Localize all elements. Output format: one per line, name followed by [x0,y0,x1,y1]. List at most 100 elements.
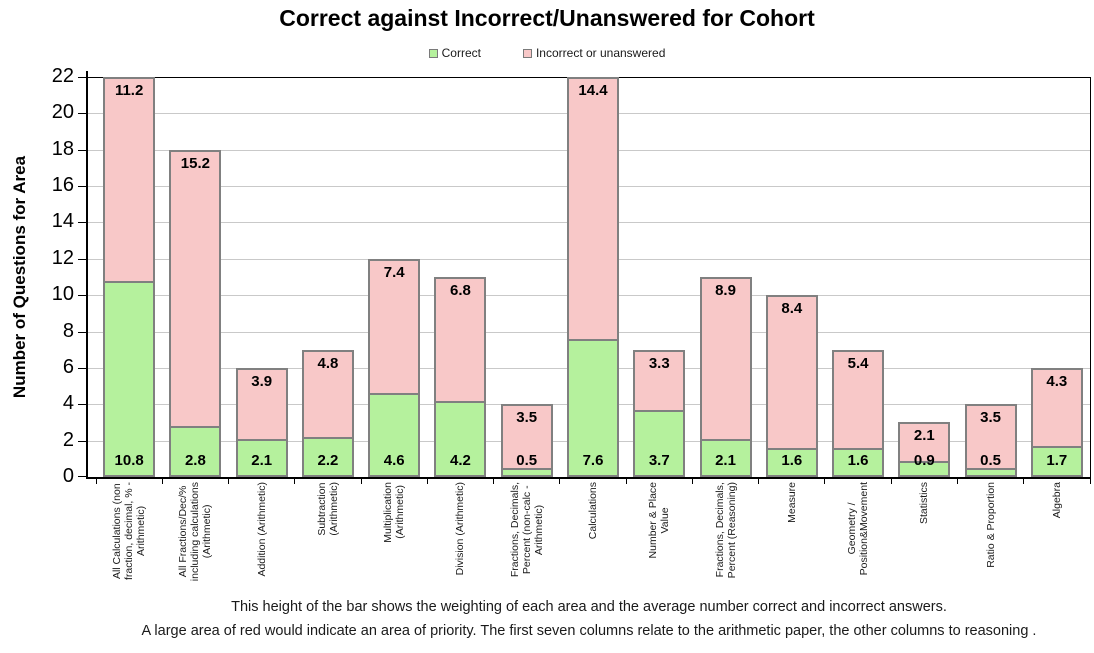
x-axis-tick [824,477,826,484]
bar-incorrect-value-label: 7.4 [383,263,405,281]
x-axis-label: Statistics [918,482,931,525]
x-axis-label: All Calculations (non fraction, decimal,… [111,482,148,581]
bar-incorrect-value-label: 8.4 [781,300,803,318]
bar-incorrect-segment [103,77,156,281]
bar [368,258,421,477]
x-axis-label-cell: Algebra [1024,482,1090,602]
y-axis-tick-label: 14 [51,210,74,233]
x-axis-tick [625,477,627,484]
legend-item-incorrect: Incorrect or unanswered [522,46,666,60]
x-axis-label-cell: Fractions, Decimals, Percent (non-calc -… [494,482,560,602]
y-axis-tick-label: 10 [51,283,74,306]
bar-correct-segment [169,426,222,477]
y-axis-tick-label: 6 [62,355,74,378]
bar-correct-value-label: 2.1 [715,452,736,469]
x-axis-label: Division (Arithmetic) [454,482,467,576]
legend: Correct Incorrect or unanswered [0,46,1094,60]
chart-title: Correct against Incorrect/Unanswered for… [279,5,815,31]
bar [832,349,885,477]
x-axis-label-cell: Fractions, Decimals, Percent (Reasoning) [692,482,758,602]
x-axis-label: Calculations [586,482,599,540]
bar [235,367,288,477]
x-axis-tick [426,477,428,484]
y-axis-tick [78,331,86,333]
y-axis-tick-label: 2 [62,428,74,451]
x-axis-label: Fractions, Decimals, Percent (non-calc -… [508,482,545,578]
x-axis-tick [1023,477,1025,484]
x-axis-label: Algebra [1050,482,1063,519]
y-axis-tick [78,258,86,260]
plot-area: 0 2 4 6 8 10 12 14 16 18 20 22 11.2 10.8 All Calculati… [52,65,1091,581]
bar-correct-value-label: 3.7 [648,452,670,469]
bar-incorrect-value-label: 8.9 [715,282,736,299]
bar-incorrect-value-label: 3.3 [648,354,670,372]
y-axis-tick [78,222,86,224]
bar-correct-segment [1030,446,1083,477]
bar-correct-value-label: 7.6 [582,452,604,469]
bar-correct-value-label: 10.8 [114,452,144,469]
bar-correct-segment [898,460,951,477]
bar-correct-value-label: 2.8 [184,452,206,469]
x-axis-tick [294,477,296,484]
y-axis-tick-label: 0 [62,465,74,487]
bar [699,277,752,477]
bar-correct-value-label: 0.5 [516,452,538,469]
x-axis-label-cell: Statistics [891,482,957,602]
x-axis-tick [95,477,97,484]
bar-correct-segment [103,280,156,477]
y-axis-tick [78,404,86,406]
bar-correct-segment [633,409,686,477]
x-axis-tick [161,477,163,484]
bar [103,77,156,477]
bar-correct-value-label: 2.1 [251,452,273,469]
y-axis-tick [78,186,86,188]
x-axis-label-cell: Division (Arithmetic) [427,482,493,602]
bar-incorrect-value-label: 11.2 [114,82,144,99]
bar-incorrect-segment [633,349,686,410]
bar-incorrect-segment [368,258,421,394]
y-axis-tick [78,367,86,369]
bar [633,349,686,477]
bar-correct-segment [699,438,752,477]
bar-incorrect-value-label: 4.8 [317,354,339,372]
x-axis-label-cell: All Calculations (non fraction, decimal,… [96,482,162,602]
correct-swatch-icon [428,48,438,58]
y-axis-tick-label: 18 [51,137,74,160]
x-axis-label: All Fractions/Dec/% including calculatio… [177,482,214,582]
y-axis-tick-label: 22 [51,65,74,87]
bar-correct-segment [832,447,885,477]
bar-incorrect-value-label: 6.8 [450,282,471,299]
y-axis-tick-label: 8 [62,319,74,342]
x-axis-label: Subtraction (Arithmetic) [315,482,340,536]
bar-incorrect-value-label: 4.3 [1046,372,1068,390]
x-axis-tick [228,477,230,484]
bar-incorrect-value-label: 14.4 [578,82,608,99]
bar-incorrect-segment [765,295,818,448]
bar-correct-segment [500,467,553,477]
x-axis-label: Fractions, Decimals, Percent (Reasoning) [713,482,738,579]
x-axis-label: Number & Place Value [647,482,672,559]
bar-incorrect-value-label: 3.5 [516,409,538,427]
x-axis-tick [890,477,892,484]
bar [1030,367,1083,477]
y-axis-tick [78,476,86,477]
bar-incorrect-value-label: 3.5 [980,409,1002,427]
x-axis-label: Measure [785,482,798,523]
bar [169,149,222,477]
bar-incorrect-segment [500,404,553,468]
x-axis-tick [559,477,561,484]
bar-incorrect-value-label: 3.9 [251,372,273,390]
y-axis-tick-label: 12 [51,246,74,269]
legend-correct-label: Correct [441,46,481,60]
legend-incorrect-label: Incorrect or unanswered [535,46,666,60]
x-axis-tick [691,477,693,484]
bar-correct-segment [301,437,354,477]
bar-correct-value-label: 0.9 [913,452,935,469]
y-axis-line [86,71,88,479]
incorrect-swatch-icon [522,48,532,58]
x-axis-label-cell: Multiplication (Arithmetic) [361,482,427,602]
bar-incorrect-segment [964,404,1017,468]
y-axis-tick-label: 4 [62,392,74,415]
bar [500,404,553,477]
